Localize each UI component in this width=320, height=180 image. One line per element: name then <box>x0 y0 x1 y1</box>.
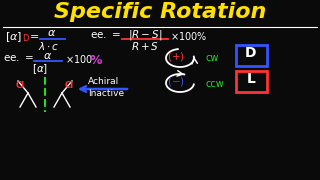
Text: $\times$100%: $\times$100% <box>170 30 207 42</box>
Text: %: % <box>90 54 102 67</box>
Text: $[\alpha]$: $[\alpha]$ <box>5 30 22 44</box>
Text: $\times$100: $\times$100 <box>65 53 93 65</box>
Text: L: L <box>247 72 255 86</box>
Text: Cl: Cl <box>16 81 25 90</box>
Text: $\lambda \cdot c$: $\lambda \cdot c$ <box>38 40 60 52</box>
Text: $\alpha$: $\alpha$ <box>44 51 52 61</box>
Text: D: D <box>245 46 257 60</box>
Text: $R+S$: $R+S$ <box>131 40 159 52</box>
Text: Inactive: Inactive <box>88 89 124 98</box>
Text: $(−)$: $(−)$ <box>167 75 185 88</box>
Text: ee. $=$: ee. $=$ <box>3 53 34 63</box>
Text: ee. $=$: ee. $=$ <box>90 30 121 40</box>
Text: $[\alpha]$: $[\alpha]$ <box>32 62 48 76</box>
Text: Cl: Cl <box>65 81 74 90</box>
Text: cw: cw <box>205 53 218 63</box>
Text: D: D <box>22 34 28 43</box>
Text: $(+)$: $(+)$ <box>167 50 185 63</box>
Text: $\alpha$: $\alpha$ <box>47 28 57 38</box>
Text: $|R-S|$: $|R-S|$ <box>128 28 162 42</box>
Text: Achiral: Achiral <box>88 77 119 86</box>
Text: Specific Rotation: Specific Rotation <box>54 2 266 22</box>
Text: $=$: $=$ <box>27 30 39 40</box>
Text: ccw: ccw <box>205 79 224 89</box>
